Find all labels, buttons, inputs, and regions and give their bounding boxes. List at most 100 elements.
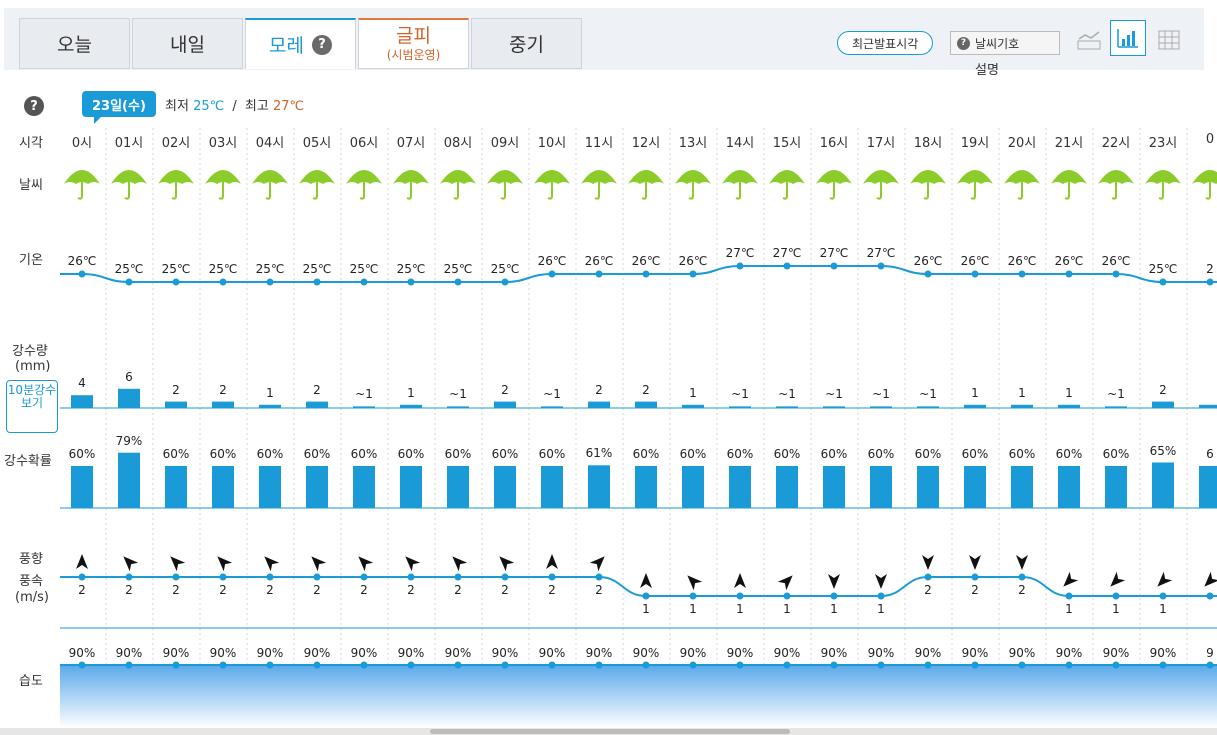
hour-label: 06시 xyxy=(349,136,379,151)
min-temp-label: 최저 xyxy=(165,99,189,114)
temperature-point xyxy=(736,262,744,270)
hour-label: 09시 xyxy=(490,136,520,151)
bar-graph-view-icon[interactable] xyxy=(1110,20,1146,56)
umbrella-icon xyxy=(769,170,805,200)
precipitation-bar xyxy=(635,401,657,408)
date-badge: 23일(수) xyxy=(82,91,156,124)
wind-speed-label: 1 xyxy=(830,602,838,616)
row-label-wind-direction: 풍향 xyxy=(19,552,43,567)
precipitation-bar xyxy=(494,401,516,408)
precipitation-label: ~1 xyxy=(731,387,749,402)
hour-label: 14시 xyxy=(725,136,755,151)
humidity-point xyxy=(924,661,932,669)
tab-day-after-tomorrow[interactable]: 모레 ? xyxy=(245,18,356,69)
wind-speed-label: 2 xyxy=(313,583,321,597)
precipitation-label: 2 xyxy=(642,382,650,397)
scrollbar-thumb[interactable] xyxy=(430,729,790,734)
wind-speed-point xyxy=(877,592,885,600)
horizontal-scrollbar[interactable] xyxy=(0,728,1217,735)
probability-bar xyxy=(212,466,234,508)
umbrella-icon xyxy=(158,170,194,200)
wind-speed-label: 2 xyxy=(125,583,133,597)
hour-label: 01시 xyxy=(114,136,144,151)
probability-bar xyxy=(964,466,986,508)
humidity-label: 90% xyxy=(256,646,284,660)
hour-label: 12시 xyxy=(631,136,661,151)
hour-label: 16시 xyxy=(819,136,849,151)
temperature-point xyxy=(877,262,885,270)
temperature-label: 25℃ xyxy=(161,262,191,276)
hour-label: 22시 xyxy=(1101,136,1131,151)
temperature-label: 26℃ xyxy=(584,254,614,268)
tab-glpi-trial[interactable]: 글피 (시범운영) xyxy=(358,18,469,69)
umbrella-icon xyxy=(1098,170,1134,200)
weather-symbol-button[interactable]: ? 날씨기호 xyxy=(950,31,1060,55)
wind-speed-label: 2 xyxy=(548,583,556,597)
precipitation-bar xyxy=(306,401,328,408)
ten-minute-precipitation-button[interactable]: 10분강수 보기 xyxy=(6,380,58,433)
temperature-point xyxy=(172,278,180,286)
humidity-label: 90% xyxy=(397,646,425,660)
wind-speed-point xyxy=(266,573,274,581)
temperature-point xyxy=(454,278,462,286)
precipitation-label: 1 xyxy=(689,385,697,400)
probability-label: 60% xyxy=(726,447,754,461)
precipitation-label: 2 xyxy=(1159,382,1167,397)
wind-direction-arrow-icon xyxy=(734,573,746,588)
wind-speed-label: 2 xyxy=(1018,583,1026,597)
wind-speed-point xyxy=(172,573,180,581)
hour-label: 19시 xyxy=(960,136,990,151)
row-label-time: 시각 xyxy=(19,136,43,151)
hour-label: 02시 xyxy=(161,136,191,151)
probability-label: 79% xyxy=(115,433,143,448)
temperature-point xyxy=(360,278,368,286)
help-icon[interactable]: ? xyxy=(311,34,332,55)
humidity-point xyxy=(454,661,462,669)
probability-label: 65% xyxy=(1149,443,1177,458)
table-view-icon[interactable] xyxy=(1151,22,1187,58)
temperature-label: 26℃ xyxy=(678,254,708,268)
precipitation-bar xyxy=(917,406,939,408)
hour-label: 11시 xyxy=(584,136,614,151)
precipitation-label: ~1 xyxy=(919,387,937,402)
humidity-point xyxy=(1206,661,1214,669)
temperature-label: 27℃ xyxy=(772,246,802,260)
wind-speed-label: 2 xyxy=(971,583,979,597)
probability-label: 60% xyxy=(632,447,660,461)
probability-label: 60% xyxy=(867,447,895,461)
tab-today[interactable]: 오늘 xyxy=(19,18,130,69)
umbrella-icon xyxy=(299,170,335,200)
temperature-label: 25℃ xyxy=(443,262,473,276)
humidity-point xyxy=(125,661,133,669)
min-max-temperature: 최저 25℃ / 최고 27℃ xyxy=(165,95,304,114)
wind-speed-label: 2 xyxy=(501,583,509,597)
chart-view-icon[interactable] xyxy=(1071,22,1107,58)
wind-speed-label: 2 xyxy=(78,583,86,597)
precipitation-bar xyxy=(729,406,751,408)
temperature-point xyxy=(830,262,838,270)
temperature-label: 25℃ xyxy=(349,262,379,276)
probability-bar xyxy=(494,466,516,508)
row-label-wind-speed: 풍속 xyxy=(19,574,43,589)
wind-direction-arrow-icon xyxy=(777,575,793,591)
latest-announcement-button[interactable]: 최근발표시각 xyxy=(837,31,934,55)
probability-label: 60% xyxy=(209,447,237,461)
probability-bar xyxy=(541,466,563,508)
precipitation-bar xyxy=(118,388,140,408)
temperature-point xyxy=(313,278,321,286)
tab-tomorrow[interactable]: 내일 xyxy=(132,18,243,69)
temperature-label: 25℃ xyxy=(490,262,520,276)
umbrella-icon xyxy=(64,170,100,200)
wind-speed-point xyxy=(595,573,603,581)
help-icon[interactable]: ? xyxy=(24,96,44,116)
probability-label: 60% xyxy=(162,447,190,461)
wind-speed-label: 2 xyxy=(454,583,462,597)
wind-speed-label: 1 xyxy=(689,602,697,616)
hour-label: 04시 xyxy=(255,136,285,151)
probability-label: 60% xyxy=(1102,447,1130,461)
tab-midterm[interactable]: 중기 xyxy=(471,18,582,69)
precipitation-label: 4 xyxy=(78,376,86,391)
wind-direction-arrow-icon xyxy=(1204,571,1217,587)
description-label[interactable]: 설명 xyxy=(975,63,999,78)
probability-bar xyxy=(447,466,469,508)
